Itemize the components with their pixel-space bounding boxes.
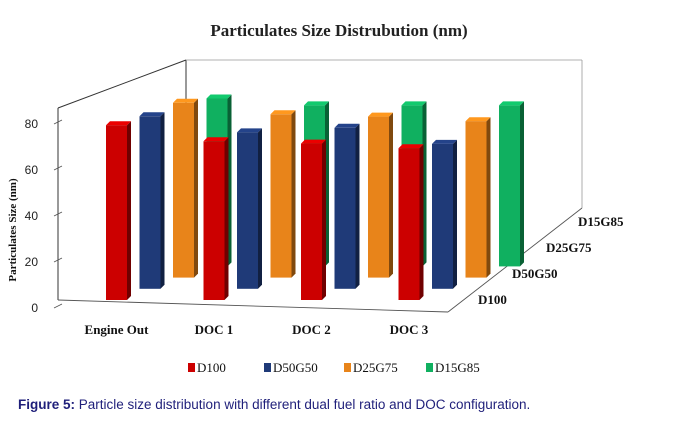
bar-side xyxy=(224,137,229,300)
bar-top xyxy=(237,128,262,133)
bar-front xyxy=(368,116,389,278)
y-tick-label: 40 xyxy=(25,209,39,223)
bar-front xyxy=(499,105,520,267)
bar-side xyxy=(291,110,296,278)
series-depth-labels: D100 D50G50 D25G75 D15G85 xyxy=(478,214,624,307)
bar-top xyxy=(304,101,329,106)
bar-d25g75-3 xyxy=(368,112,393,278)
bar-top xyxy=(206,94,232,99)
y-tick-mark xyxy=(53,165,63,171)
bar-side xyxy=(355,123,360,289)
legend-label: D25G75 xyxy=(353,360,398,375)
legend: D100 D50G50 D25G75 D15G85 xyxy=(188,360,480,375)
caption-text: Particle size distribution with differen… xyxy=(75,397,531,412)
bar-top xyxy=(334,123,360,128)
bar-side xyxy=(520,101,524,267)
bar-top xyxy=(432,139,457,144)
bar-front xyxy=(465,121,487,278)
bar-side xyxy=(322,139,326,300)
category-label: DOC 3 xyxy=(390,322,429,337)
bar-side xyxy=(453,139,457,289)
bar-d50g50-4 xyxy=(432,139,457,289)
bar-d25g75-4 xyxy=(465,117,491,278)
bar-front xyxy=(334,127,356,289)
bar-d100-4 xyxy=(398,144,424,300)
bar-front xyxy=(139,116,161,289)
bar-d50g50-1 xyxy=(139,112,165,289)
legend-item: D50G50 xyxy=(264,360,318,375)
bar-front xyxy=(432,143,453,289)
floor-front-edge xyxy=(57,299,449,313)
y-axis-label: Particulates Size (nm) xyxy=(7,178,19,282)
bar-d100-2 xyxy=(203,137,229,300)
legend-label: D15G85 xyxy=(435,360,480,375)
bar-top xyxy=(173,98,198,103)
y-tick-label: 60 xyxy=(25,163,39,177)
series-depth-label: D50G50 xyxy=(512,266,558,281)
bar-side xyxy=(194,98,198,278)
bar-d25g75-1 xyxy=(173,98,198,278)
bar-front xyxy=(203,141,225,300)
bar-d15g85-4 xyxy=(499,101,524,267)
category-labels: Engine Out DOC 1 DOC 2 DOC 3 xyxy=(85,322,429,337)
bar-top xyxy=(203,137,229,142)
legend-swatch xyxy=(344,363,351,372)
bar-side xyxy=(160,112,165,289)
legend-item: D100 xyxy=(188,360,226,375)
bar-top xyxy=(301,139,326,144)
bar-side xyxy=(389,112,393,278)
figure-caption: Figure 5: Particle size distribution wit… xyxy=(18,397,530,412)
y-tick-label: 80 xyxy=(25,117,39,131)
bar-d50g50-2 xyxy=(237,128,262,289)
y-tick-mark xyxy=(53,303,63,309)
chart-title: Particulates Size Distrubution (nm) xyxy=(210,21,467,40)
bars xyxy=(106,94,524,300)
bar-front xyxy=(270,114,292,278)
y-tick-label: 20 xyxy=(25,255,39,269)
bar-side xyxy=(486,117,491,278)
bar-top xyxy=(465,117,491,122)
bar-side xyxy=(127,121,131,300)
bar-d25g75-2 xyxy=(270,110,296,278)
bar-top xyxy=(368,112,393,117)
bar-front xyxy=(301,143,322,300)
bar-top xyxy=(398,144,424,149)
category-label: DOC 1 xyxy=(195,322,234,337)
bar-side xyxy=(419,144,424,300)
legend-label: D100 xyxy=(197,360,226,375)
series-depth-label: D15G85 xyxy=(578,214,624,229)
legend-swatch xyxy=(426,363,433,372)
bar-front xyxy=(106,125,127,300)
category-label: Engine Out xyxy=(85,322,150,337)
category-label: DOC 2 xyxy=(292,322,331,337)
y-tick-label: 0 xyxy=(31,301,38,315)
y-tick-mark xyxy=(53,119,63,125)
bar-front xyxy=(173,102,194,278)
series-depth-label: D100 xyxy=(478,292,507,307)
bar-top xyxy=(139,112,165,117)
bar-d100-3 xyxy=(301,139,326,300)
bar-front xyxy=(237,132,258,289)
caption-label: Figure 5: xyxy=(18,397,76,412)
bar-front xyxy=(398,148,420,300)
legend-swatch xyxy=(264,363,271,372)
legend-label: D50G50 xyxy=(273,360,318,375)
legend-item: D15G85 xyxy=(426,360,480,375)
y-tick-mark xyxy=(53,211,63,217)
y-tick-mark xyxy=(53,257,63,263)
legend-swatch xyxy=(188,363,195,372)
bar-top xyxy=(106,121,131,126)
series-depth-label: D25G75 xyxy=(546,240,592,255)
y-ticks: 0 20 40 60 80 xyxy=(25,117,63,315)
legend-item: D25G75 xyxy=(344,360,398,375)
bar-d100-1 xyxy=(106,121,131,300)
bar-d50g50-3 xyxy=(334,123,360,289)
bar-top xyxy=(401,101,427,106)
bar-top xyxy=(270,110,296,115)
bar-top xyxy=(499,101,524,106)
axis-top-left xyxy=(57,59,187,109)
bar-side xyxy=(258,128,262,289)
